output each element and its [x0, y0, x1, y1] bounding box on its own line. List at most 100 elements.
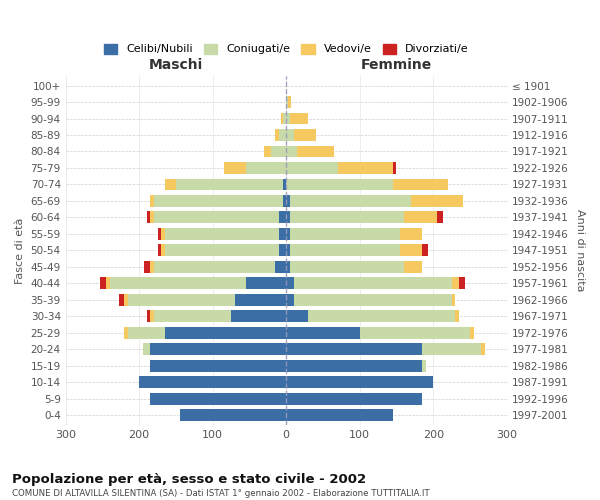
Bar — [264, 146, 271, 158]
Bar — [286, 261, 290, 273]
Bar — [286, 376, 433, 388]
Bar — [150, 195, 154, 207]
Bar — [290, 212, 404, 224]
Text: COMUNE DI ALTAVILLA SILENTINA (SA) - Dati ISTAT 1° gennaio 2002 - Elaborazione T: COMUNE DI ALTAVILLA SILENTINA (SA) - Dat… — [12, 489, 430, 498]
Bar — [110, 278, 246, 289]
Bar — [290, 195, 411, 207]
Bar — [481, 344, 485, 355]
Bar — [286, 410, 393, 421]
Text: Femmine: Femmine — [361, 58, 432, 72]
Bar — [231, 310, 286, 322]
Bar — [119, 294, 124, 306]
Bar — [287, 96, 292, 108]
Bar — [271, 146, 286, 158]
Bar — [128, 327, 165, 339]
Bar — [286, 344, 422, 355]
Bar — [404, 261, 422, 273]
Bar — [161, 228, 165, 240]
Bar — [360, 327, 470, 339]
Bar — [422, 244, 428, 256]
Bar — [286, 294, 293, 306]
Bar — [165, 178, 176, 190]
Bar — [279, 228, 286, 240]
Bar — [139, 376, 286, 388]
Bar — [165, 327, 286, 339]
Bar — [279, 129, 286, 141]
Bar — [286, 129, 293, 141]
Bar — [279, 212, 286, 224]
Bar — [286, 278, 293, 289]
Bar — [283, 112, 286, 124]
Bar — [452, 294, 455, 306]
Bar — [422, 344, 481, 355]
Bar — [286, 310, 308, 322]
Legend: Celibi/Nubili, Coniugati/e, Vedovi/e, Divorziati/e: Celibi/Nubili, Coniugati/e, Vedovi/e, Di… — [100, 40, 473, 59]
Bar — [286, 96, 287, 108]
Bar — [150, 344, 286, 355]
Bar — [158, 244, 161, 256]
Bar — [235, 294, 286, 306]
Y-axis label: Fasce di età: Fasce di età — [15, 217, 25, 284]
Text: Popolazione per età, sesso e stato civile - 2002: Popolazione per età, sesso e stato civil… — [12, 472, 366, 486]
Bar — [290, 261, 404, 273]
Bar — [150, 360, 286, 372]
Bar — [290, 244, 400, 256]
Y-axis label: Anni di nascita: Anni di nascita — [575, 209, 585, 292]
Bar — [176, 178, 283, 190]
Bar — [146, 310, 150, 322]
Bar — [286, 393, 422, 404]
Bar — [470, 327, 473, 339]
Bar — [404, 212, 437, 224]
Bar — [286, 112, 290, 124]
Bar — [124, 327, 128, 339]
Bar — [297, 146, 334, 158]
Bar — [246, 278, 286, 289]
Bar — [281, 112, 283, 124]
Bar — [400, 228, 422, 240]
Bar — [154, 310, 231, 322]
Bar — [279, 244, 286, 256]
Bar — [411, 195, 463, 207]
Bar — [150, 310, 154, 322]
Bar — [124, 294, 128, 306]
Text: Maschi: Maschi — [149, 58, 203, 72]
Bar — [393, 162, 397, 174]
Bar — [283, 178, 286, 190]
Bar — [143, 344, 150, 355]
Bar — [150, 261, 154, 273]
Bar — [286, 244, 290, 256]
Bar — [150, 212, 154, 224]
Bar — [308, 310, 455, 322]
Bar — [275, 261, 286, 273]
Bar — [286, 195, 290, 207]
Bar — [286, 327, 360, 339]
Bar — [179, 410, 286, 421]
Bar — [286, 228, 290, 240]
Bar — [286, 212, 290, 224]
Bar — [283, 195, 286, 207]
Bar — [452, 278, 459, 289]
Bar — [286, 162, 338, 174]
Bar — [158, 228, 161, 240]
Bar — [100, 278, 106, 289]
Bar — [128, 294, 235, 306]
Bar — [106, 278, 110, 289]
Bar — [393, 178, 448, 190]
Bar — [145, 261, 150, 273]
Bar — [437, 212, 443, 224]
Bar — [161, 244, 165, 256]
Bar — [150, 393, 286, 404]
Bar — [400, 244, 422, 256]
Bar — [293, 129, 316, 141]
Bar — [290, 112, 308, 124]
Bar — [275, 129, 279, 141]
Bar — [154, 261, 275, 273]
Bar — [165, 228, 279, 240]
Bar — [459, 278, 465, 289]
Bar — [154, 195, 283, 207]
Bar — [165, 244, 279, 256]
Bar — [338, 162, 393, 174]
Bar — [154, 212, 279, 224]
Bar — [286, 178, 393, 190]
Bar — [290, 228, 400, 240]
